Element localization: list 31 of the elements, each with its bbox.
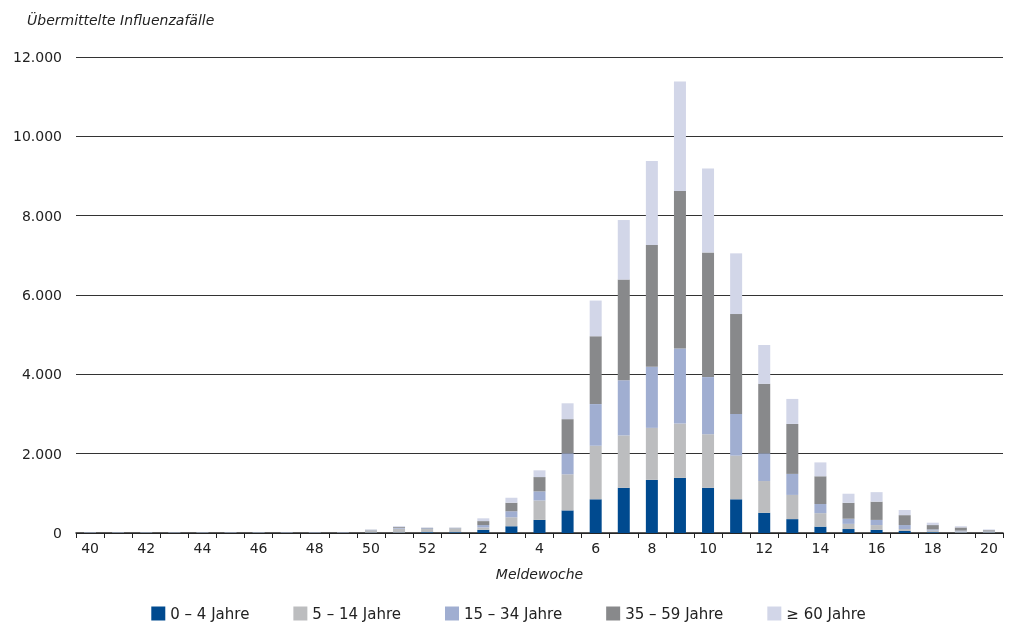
x-tick-label: 16: [867, 540, 886, 556]
x-tick-label: 12: [755, 540, 774, 556]
x-tick-label: 6: [591, 540, 601, 556]
legend-label: 5 – 14 Jahre: [312, 604, 401, 623]
y-tick-label: 0: [53, 525, 62, 541]
x-tick-label: 10: [699, 540, 717, 556]
x-tick-label: 50: [362, 540, 380, 556]
y-tick-label: 2.000: [21, 445, 62, 462]
x-tick-label: 48: [305, 540, 324, 556]
y-axis-title: Übermittelte Influenzafälle: [27, 11, 215, 28]
legend-label: 15 – 34 Jahre: [463, 604, 563, 623]
x-tick-label: 2: [478, 540, 488, 556]
x-axis-title: Meldewoche: [495, 566, 584, 582]
x-tick-label: 18: [923, 540, 942, 556]
y-tick-label: 10.000: [13, 128, 62, 145]
x-tick-label: 52: [418, 540, 437, 556]
x-tick-label: 42: [137, 540, 156, 556]
x-tick-label: 46: [249, 540, 268, 556]
legend-label: ≥ 60 Jahre: [786, 604, 866, 623]
y-tick-label: 6.000: [21, 287, 62, 303]
x-tick-label: 4: [535, 540, 545, 556]
y-tick-label: 4.000: [21, 366, 62, 383]
legend-label: 35 – 59 Jahre: [625, 604, 724, 623]
y-tick-label: 12.000: [13, 49, 62, 65]
y-tick-label: 8.000: [21, 207, 62, 224]
legend-label: 0 – 4 Jahre: [170, 604, 250, 623]
x-tick-label: 44: [193, 540, 212, 556]
x-tick-label: 20: [980, 540, 998, 556]
x-tick-label: 14: [811, 540, 830, 556]
x-tick-label: 40: [81, 540, 99, 556]
x-tick-label: 8: [647, 540, 657, 556]
